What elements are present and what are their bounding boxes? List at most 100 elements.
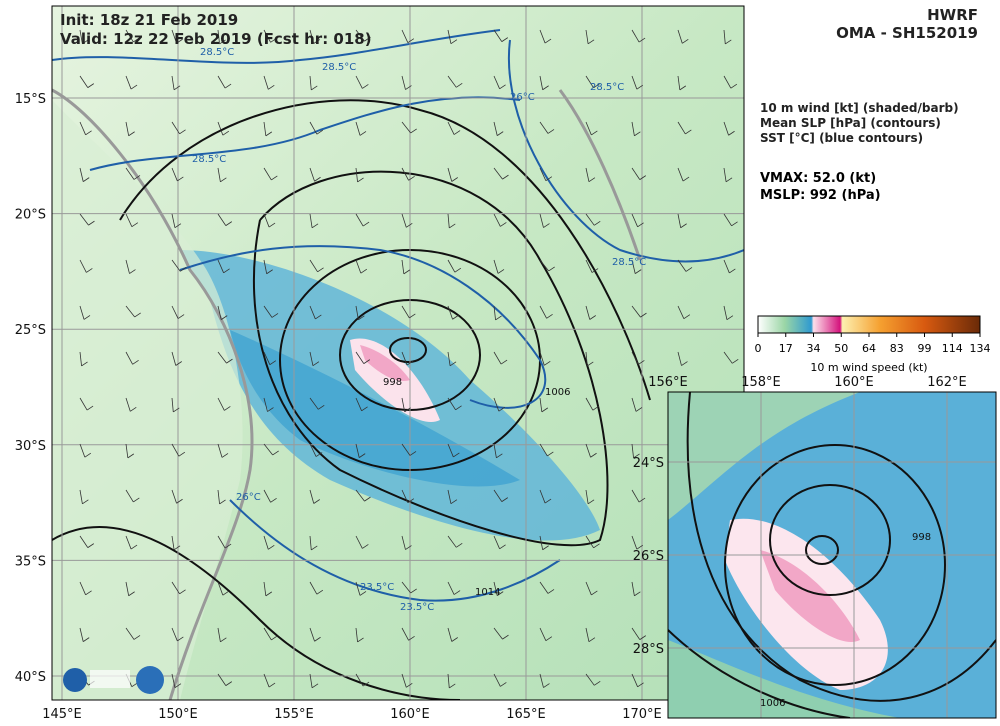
inset-lon-label: 162°E xyxy=(927,375,967,390)
wind-barb xyxy=(128,131,135,137)
wind-barb xyxy=(171,305,179,319)
wind-barb xyxy=(315,452,323,457)
wind-barb xyxy=(585,581,592,596)
wind-barb xyxy=(263,121,267,136)
wind-barb xyxy=(84,452,92,458)
lat-label: 40°S xyxy=(15,670,46,685)
wind-barb xyxy=(355,627,358,642)
wind-barb xyxy=(263,351,271,365)
wind-barb xyxy=(450,39,458,45)
wind-barb xyxy=(585,397,594,411)
wind-barb xyxy=(272,450,279,456)
wind-barb xyxy=(125,29,134,43)
wind-barb xyxy=(640,312,647,318)
wind-barb xyxy=(171,29,177,44)
wind-barb xyxy=(125,305,136,318)
wind-barb xyxy=(502,174,509,180)
wind-barb xyxy=(453,590,461,595)
wind-barb xyxy=(493,351,502,365)
wind-barb xyxy=(125,489,134,503)
wind-barb xyxy=(125,121,130,136)
wind-barb xyxy=(355,75,363,89)
wind-barb xyxy=(313,499,320,504)
wind-barb xyxy=(127,453,135,459)
wind-barb xyxy=(129,269,136,274)
wind-barb xyxy=(79,351,82,366)
wind-barb xyxy=(217,489,220,504)
colorbar-tick-label: 83 xyxy=(890,342,904,355)
wind-barb xyxy=(407,38,415,44)
contour-label: 23.5°C xyxy=(360,582,394,593)
wind-barb xyxy=(355,443,360,458)
wind-barb xyxy=(500,682,507,687)
wind-barb xyxy=(723,167,727,182)
wind-barb xyxy=(362,681,370,687)
init-time: Init: 18z 21 Feb 2019 xyxy=(60,11,238,29)
wind-barb xyxy=(723,29,726,44)
contour-label: 28.5°C xyxy=(192,154,226,165)
contour-label: 26°C xyxy=(510,92,535,103)
wind-barb xyxy=(220,637,227,643)
wind-barb xyxy=(263,581,267,596)
wind-barb xyxy=(547,451,554,457)
wind-barb xyxy=(401,351,408,366)
wind-barb xyxy=(728,130,735,136)
wind-barb xyxy=(681,361,688,366)
wind-barb xyxy=(636,84,644,90)
wind-barb xyxy=(82,637,90,642)
wind-barb xyxy=(176,498,183,504)
lon-label: 155°E xyxy=(274,707,314,722)
wind-barb xyxy=(171,121,180,134)
wind-barb xyxy=(171,443,180,457)
wind-barb xyxy=(451,637,458,642)
wind-barb xyxy=(217,305,222,320)
wind-barb xyxy=(501,497,509,502)
wind-barb xyxy=(449,361,457,367)
wind-barb xyxy=(79,121,86,135)
wind-barb xyxy=(638,37,646,43)
wind-barb xyxy=(410,588,417,594)
wind-barb xyxy=(309,535,312,550)
wind-barb xyxy=(447,29,452,44)
wind-barb xyxy=(447,259,456,273)
wind-barb xyxy=(677,259,687,272)
wind-barb xyxy=(499,544,506,550)
wind-barb xyxy=(355,397,362,411)
wind-barb xyxy=(177,314,185,319)
wind-barb xyxy=(545,176,553,182)
colorbar xyxy=(757,315,981,334)
wind-barb xyxy=(585,443,591,458)
wind-barb xyxy=(401,121,412,134)
wind-barb xyxy=(497,269,505,274)
wind-barb xyxy=(405,545,412,550)
wind-barb xyxy=(409,313,416,319)
wind-barb xyxy=(217,259,224,273)
wind-barb xyxy=(88,220,95,226)
wind-barb xyxy=(585,29,589,44)
wind-barb xyxy=(592,405,600,411)
wind-barb xyxy=(177,636,184,642)
colorbar-tick-label: 99 xyxy=(918,342,932,355)
wind-barb xyxy=(635,407,643,412)
wind-barb xyxy=(493,121,498,136)
colorbar-tick-label: 34 xyxy=(807,342,821,355)
wind-barb xyxy=(271,635,278,641)
map-frame xyxy=(51,5,745,701)
wind-barb xyxy=(447,627,453,642)
wind-barb xyxy=(401,489,409,503)
wind-barb xyxy=(539,213,544,228)
wind-barb xyxy=(634,269,642,274)
wind-barb xyxy=(268,682,276,688)
wind-barb xyxy=(217,121,224,136)
wind-barb xyxy=(263,489,271,503)
wind-barb xyxy=(542,545,549,551)
wind-barb xyxy=(362,221,370,227)
wind-barb xyxy=(682,38,689,44)
wind-barb xyxy=(539,489,546,504)
inset-lon-label: 156°E xyxy=(648,375,688,390)
wind-barb xyxy=(631,443,634,458)
wind-barb xyxy=(220,177,227,183)
wind-barb xyxy=(594,220,601,226)
wind-barb xyxy=(224,83,232,89)
colorbar-tick-label: 114 xyxy=(942,342,963,355)
